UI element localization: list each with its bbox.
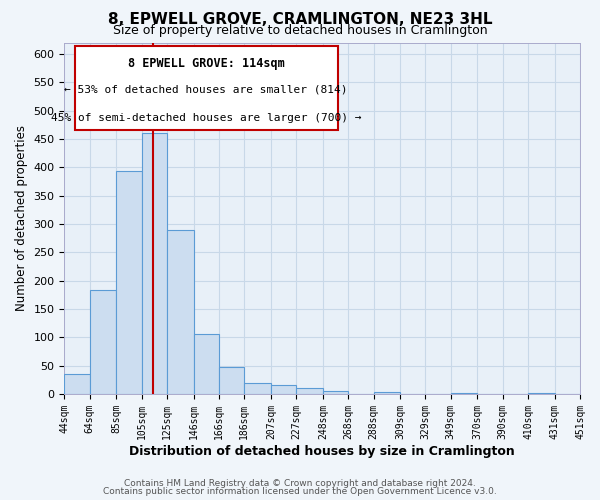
Text: 45% of semi-detached houses are larger (700) →: 45% of semi-detached houses are larger (… <box>51 113 361 123</box>
Text: ← 53% of detached houses are smaller (814): ← 53% of detached houses are smaller (81… <box>64 84 348 94</box>
Bar <box>244 382 271 394</box>
Text: 8, EPWELL GROVE, CRAMLINGTON, NE23 3HL: 8, EPWELL GROVE, CRAMLINGTON, NE23 3HL <box>108 12 492 28</box>
Bar <box>296 388 323 394</box>
Bar <box>451 393 478 394</box>
Bar <box>219 367 244 394</box>
Y-axis label: Number of detached properties: Number of detached properties <box>15 125 28 311</box>
Bar <box>374 392 400 394</box>
Text: Contains public sector information licensed under the Open Government Licence v3: Contains public sector information licen… <box>103 488 497 496</box>
Bar <box>64 374 90 394</box>
Text: Contains HM Land Registry data © Crown copyright and database right 2024.: Contains HM Land Registry data © Crown c… <box>124 478 476 488</box>
X-axis label: Distribution of detached houses by size in Cramlington: Distribution of detached houses by size … <box>130 444 515 458</box>
Bar <box>194 334 219 394</box>
Bar <box>90 290 116 394</box>
Text: 8 EPWELL GROVE: 114sqm: 8 EPWELL GROVE: 114sqm <box>128 56 284 70</box>
Bar <box>116 171 142 394</box>
Bar <box>142 133 167 394</box>
Bar <box>271 386 296 394</box>
Bar <box>167 230 194 394</box>
Text: Size of property relative to detached houses in Cramlington: Size of property relative to detached ho… <box>113 24 487 37</box>
Bar <box>75 46 338 130</box>
Bar <box>323 391 348 394</box>
